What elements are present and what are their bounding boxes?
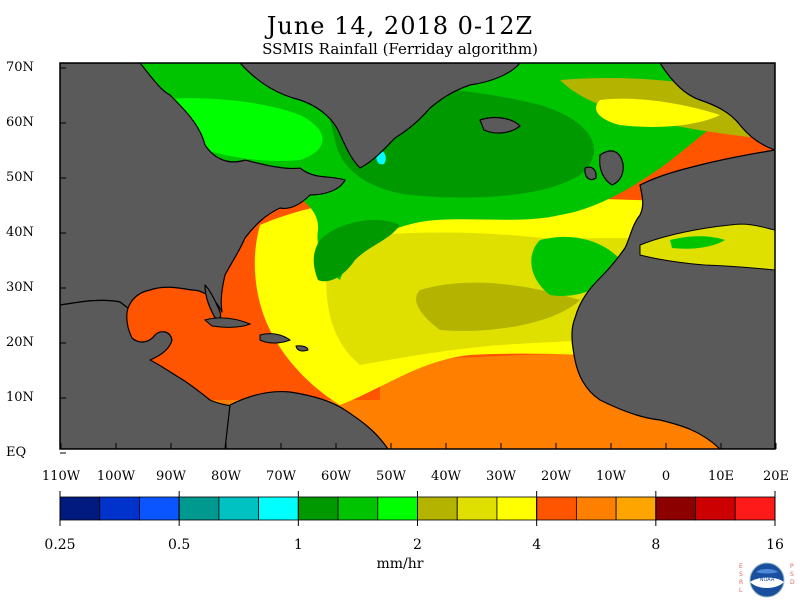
colorbar-tick-label: 4 [532, 537, 542, 553]
longitude-label: 20E [762, 469, 790, 484]
longitude-label: 20W [541, 469, 571, 484]
colorbar-tick-label: 1 [293, 537, 303, 553]
colorbar-tick-label: 0.5 [168, 537, 191, 553]
colorbar-swatch [297, 496, 339, 521]
europe-africa-land [571, 149, 775, 449]
map-frame [59, 62, 776, 450]
rain-band-yellow [596, 98, 720, 127]
longitude-label: 60W [321, 469, 351, 484]
hispaniola-land [259, 333, 292, 344]
svg-text:D: D [790, 579, 795, 586]
longitude-label: 80W [211, 469, 241, 484]
longitude-label: 70W [266, 469, 296, 484]
colorbar-swatch [59, 496, 101, 521]
colorbar-tick-label: 0.25 [44, 537, 76, 553]
longitude-label: 90W [156, 469, 186, 484]
longitude-label: 0 [661, 469, 671, 484]
longitude-label: 100W [96, 469, 136, 484]
colorbar-swatch [377, 496, 418, 521]
puerto-rico-land [295, 345, 309, 352]
latitude-label: 30N [6, 280, 34, 295]
colorbar-tick-label: 8 [651, 537, 661, 553]
greenland-land [239, 63, 521, 169]
colorbar-swatch [178, 496, 220, 521]
longitude-label: 30W [486, 469, 516, 484]
svg-text:P: P [790, 563, 794, 570]
cuba-land [203, 317, 252, 328]
scandinavia-land [659, 63, 775, 151]
colorbar-swatch [536, 496, 577, 521]
colorbar-swatch [337, 496, 379, 521]
latitude-label: 60N [6, 115, 34, 130]
colorbar-swatch [496, 496, 538, 521]
colorbar-swatch [99, 496, 140, 521]
colorbar-swatch [218, 496, 260, 521]
latitude-label: 10N [6, 390, 34, 405]
latitude-label: 50N [6, 170, 34, 185]
iceland-land [479, 116, 521, 134]
colorbar-swatch [615, 496, 657, 521]
mediterranean-rain [639, 223, 775, 271]
mediterranean-green [670, 236, 725, 249]
ireland-land [584, 166, 597, 181]
latitude-label: 20N [6, 335, 34, 350]
svg-text:L: L [739, 587, 743, 594]
colorbar-tick-label: 16 [766, 537, 784, 553]
map-title: June 14, 2018 0-12Z [266, 12, 534, 40]
north-america-land [60, 63, 346, 313]
longitude-label: 10E [707, 469, 735, 484]
latitude-label: EQ [6, 445, 27, 460]
british-isles-land [599, 150, 624, 186]
central-america-land [60, 299, 241, 449]
longitude-label: 50W [376, 469, 406, 484]
map-subtitle: SSMIS Rainfall (Ferriday algorithm) [262, 40, 538, 58]
colorbar-swatch [695, 496, 736, 521]
south-america-land [224, 390, 389, 449]
colorbar-units: mm/hr [376, 556, 424, 572]
longitude-label: 40W [431, 469, 461, 484]
colorbar-swatch [139, 496, 180, 521]
svg-text:R: R [739, 579, 743, 586]
latitude-label: 70N [6, 60, 34, 75]
colorbar-tick-label: 2 [413, 537, 422, 553]
colorbar-swatch [734, 496, 776, 521]
colorbar-swatch [417, 496, 458, 521]
storm-swirl [313, 220, 400, 282]
longitude-label: 10W [596, 469, 626, 484]
svg-text:S: S [739, 571, 743, 578]
colorbar-swatch [655, 496, 696, 521]
subtropical-olive [416, 282, 580, 331]
midlatitude-rain-bright-green [144, 98, 323, 161]
colorbar-swatch [258, 496, 299, 521]
svg-text:E: E [739, 563, 743, 570]
colorbar-swatch [575, 496, 617, 521]
svg-text:S: S [790, 571, 794, 578]
latitude-label: 40N [6, 225, 34, 240]
longitude-label: 110W [41, 469, 81, 484]
colorbar-swatch [456, 496, 498, 521]
svg-text:NOAA: NOAA [760, 577, 775, 583]
